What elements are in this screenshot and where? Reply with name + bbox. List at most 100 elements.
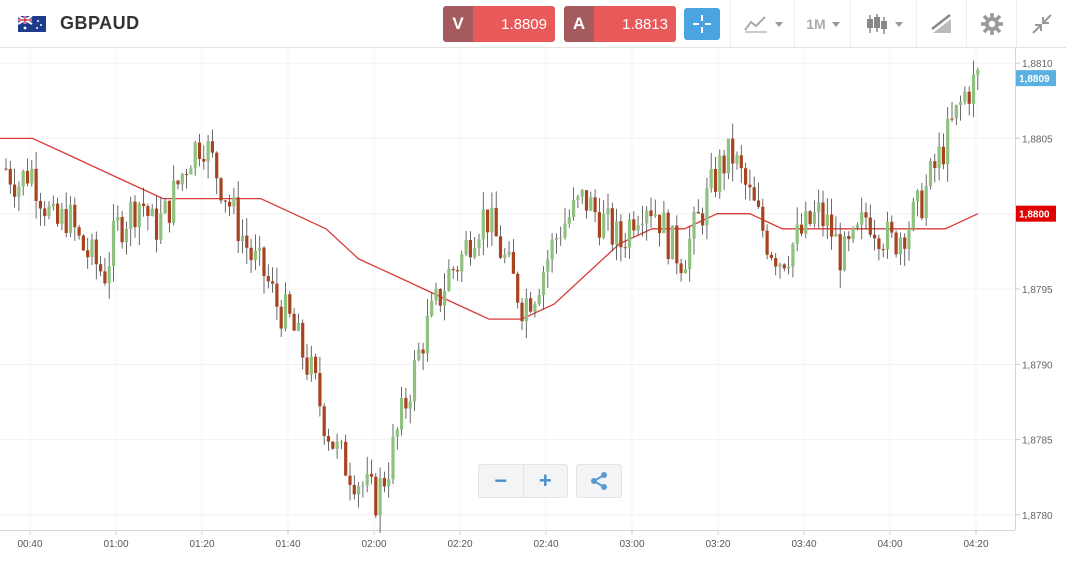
candle-body — [726, 138, 730, 174]
candle-body — [885, 221, 890, 250]
candle-body — [232, 197, 236, 207]
candle-body — [68, 204, 73, 234]
candle-body — [468, 239, 472, 258]
zoom-controls: − + — [478, 464, 568, 498]
candle-body — [533, 304, 537, 312]
candle-body — [584, 190, 589, 211]
candle-body — [520, 302, 524, 322]
candle-body — [258, 247, 262, 251]
candle-body — [464, 239, 468, 255]
candle-body — [795, 224, 799, 244]
collapse-button[interactable] — [1016, 0, 1066, 48]
candle-body — [339, 441, 343, 443]
candle-body — [821, 202, 825, 227]
candle-body — [111, 220, 116, 267]
draw-tools-button[interactable] — [916, 0, 967, 48]
candle-body — [438, 289, 442, 306]
candle-body — [17, 186, 21, 197]
candle-body — [851, 228, 855, 240]
y-tick-label: 1,8795 — [1022, 285, 1053, 296]
candle-body — [283, 294, 288, 329]
candle-body — [868, 217, 872, 235]
candle-body — [129, 201, 133, 229]
crosshair-button[interactable] — [684, 8, 720, 40]
candle-style-button[interactable] — [850, 0, 917, 48]
candle-body — [623, 247, 627, 249]
candle-body — [150, 208, 154, 217]
candle-body — [8, 168, 12, 185]
candle-body — [602, 214, 606, 238]
candle-body — [516, 273, 520, 303]
candle-body — [511, 251, 515, 274]
x-tick-label: 02:40 — [533, 539, 558, 550]
candle-body — [787, 266, 791, 269]
timeframe-selector[interactable]: 1M — [794, 0, 851, 48]
buy-price: 1.8813 — [594, 6, 676, 42]
candle-body — [765, 230, 769, 255]
candle-body — [322, 406, 326, 437]
candle-body — [210, 141, 214, 153]
candle-body — [335, 441, 339, 449]
y-tick-label: 1,8790 — [1022, 360, 1053, 371]
candle-body — [692, 211, 696, 239]
share-icon — [591, 472, 607, 490]
candle-body — [331, 441, 335, 449]
chevron-down-icon — [895, 21, 903, 27]
candle-body — [597, 212, 601, 238]
share-button[interactable] — [576, 464, 622, 498]
candle-body — [408, 401, 412, 409]
candle-body — [43, 208, 47, 217]
candle-body — [305, 357, 309, 375]
candle-body — [610, 208, 614, 245]
candle-body — [701, 213, 705, 226]
candle-body — [400, 397, 404, 430]
candle-body — [812, 212, 816, 224]
chart-grid — [0, 48, 1016, 531]
candle-body — [99, 264, 103, 272]
candle-body — [920, 190, 924, 219]
buy-button[interactable]: A 1.8813 — [564, 6, 676, 42]
candle-body — [860, 212, 864, 225]
candle-body — [928, 161, 933, 187]
sell-price: 1.8809 — [473, 6, 555, 42]
candle-body — [873, 234, 877, 239]
candle-body — [503, 254, 507, 258]
zoom-out-button[interactable]: − — [479, 465, 524, 497]
candle-body — [903, 237, 907, 249]
candle-body — [25, 170, 30, 184]
settings-button[interactable] — [966, 0, 1017, 48]
candle-body — [670, 225, 675, 260]
candle-body — [825, 214, 829, 227]
candle-body — [541, 271, 546, 295]
candle-body — [412, 359, 417, 402]
price-chart[interactable]: 1,8780 1,8785 1,8790 1,8795 1,8800 1,8805 1,88… — [0, 48, 1066, 564]
sell-button[interactable]: V 1.8809 — [443, 6, 555, 42]
chevron-down-icon — [831, 21, 840, 27]
candle-body — [60, 209, 64, 224]
candle-body — [572, 199, 576, 217]
candle-body — [524, 298, 528, 322]
candle-body — [808, 211, 812, 224]
candle-body — [103, 271, 107, 284]
candle-body — [447, 269, 451, 291]
candle-body — [477, 239, 481, 249]
candle-body — [799, 224, 804, 234]
candle-body — [916, 190, 920, 202]
candle-body — [296, 322, 300, 331]
candle-body — [189, 168, 193, 175]
candle-body — [47, 206, 51, 217]
candle-body — [352, 484, 356, 495]
x-tick-label: 00:40 — [17, 539, 42, 550]
candle-body — [627, 219, 632, 248]
chart-type-button[interactable] — [730, 0, 795, 48]
buy-tag: A — [564, 6, 594, 42]
y-tick-label: 1,8810 — [1022, 59, 1053, 70]
candle-body — [193, 142, 197, 169]
candle-body — [507, 251, 511, 255]
candle-body — [959, 101, 963, 105]
candle-body — [675, 225, 679, 264]
candle-body — [240, 235, 245, 242]
candle-body — [451, 269, 455, 271]
zoom-in-button[interactable]: + — [538, 468, 552, 493]
candle-body — [632, 219, 636, 231]
